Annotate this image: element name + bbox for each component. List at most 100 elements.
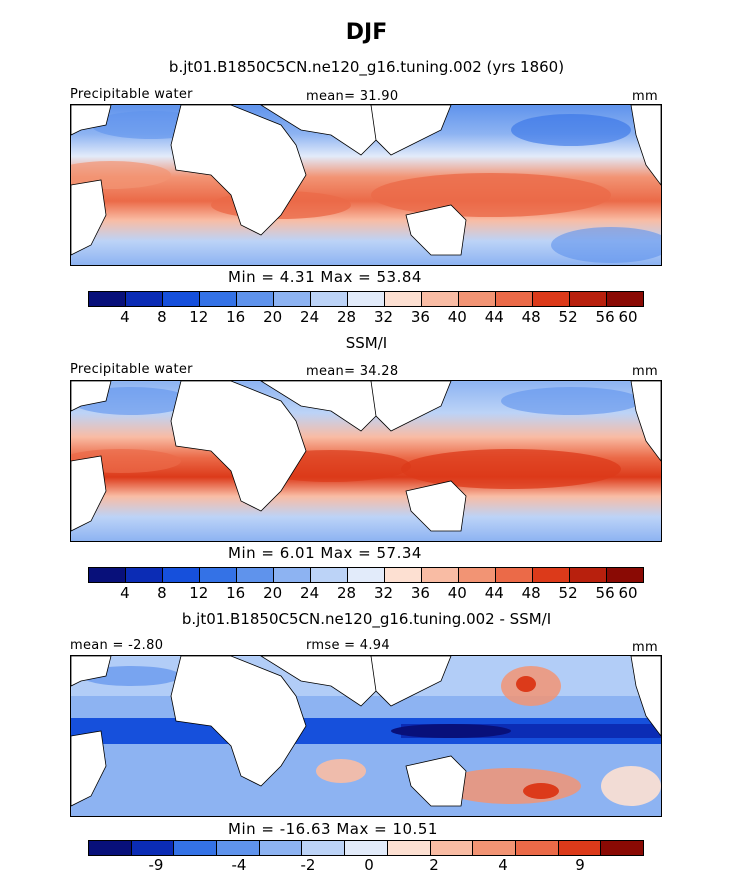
- colorbar-swatch: [89, 292, 126, 306]
- colorbar-tick: 48: [521, 308, 541, 326]
- colorbar-swatch: [601, 841, 643, 855]
- colorbar-tick: 4: [120, 584, 130, 602]
- colorbar-swatch: [607, 568, 643, 582]
- colorbar-swatch: [163, 568, 200, 582]
- panel3-rmse-label: rmse = 4.94: [306, 638, 390, 653]
- colorbar-swatch: [89, 841, 132, 855]
- colorbar-tick: 44: [484, 584, 504, 602]
- colorbar-tick: 8: [157, 584, 167, 602]
- colorbar-swatch: [259, 841, 303, 855]
- panel2-map: [70, 380, 662, 542]
- colorbar-tick: 36: [410, 308, 430, 326]
- colorbar-tick: 28: [336, 584, 357, 602]
- panel3-minmax: Min = -16.63 Max = 10.51: [228, 820, 438, 838]
- panel2-mean-label: mean= 34.28: [306, 364, 399, 379]
- colorbar-swatch: [570, 568, 607, 582]
- panel1-map: [70, 104, 662, 266]
- panel3-map: [70, 655, 662, 817]
- colorbar-tick: 36: [410, 584, 430, 602]
- colorbar-tick: -4: [231, 856, 247, 874]
- colorbar-swatch: [459, 292, 496, 306]
- colorbar-tick: 0: [364, 856, 374, 874]
- colorbar-tick: 56: [595, 308, 615, 326]
- panel2-minmax: Min = 6.01 Max = 57.34: [228, 544, 422, 562]
- colorbar-tick: 24: [300, 308, 320, 326]
- panel1-subtitle: b.jt01.B1850C5CN.ne120_g16.tuning.002 (y…: [168, 58, 565, 76]
- colorbar-swatch: [274, 568, 311, 582]
- panel3-mean-label: mean = -2.80: [70, 638, 164, 653]
- panel2-colorbar-ticks: 4 8 12 16 20 24 28 32 36 40 44 48 52 56 …: [88, 584, 642, 602]
- colorbar-tick: 56: [595, 584, 615, 602]
- colorbar-swatch: [558, 841, 602, 855]
- colorbar-tick: 28: [336, 308, 357, 326]
- panel2-units-label: mm: [632, 364, 658, 379]
- colorbar-swatch: [385, 568, 422, 582]
- colorbar-swatch: [89, 568, 126, 582]
- colorbar-swatch: [348, 568, 385, 582]
- colorbar-tick: 32: [373, 308, 394, 326]
- colorbar-swatch: [533, 292, 570, 306]
- colorbar-tick: -2: [300, 856, 316, 874]
- colorbar-tick: 12: [189, 584, 209, 602]
- panel1-minmax: Min = 4.31 Max = 53.84: [228, 268, 422, 286]
- colorbar-swatch: [533, 568, 570, 582]
- panel3-colorbar-ticks: -9 -4 -2 0 2 4 9: [88, 856, 642, 874]
- panel2-colorbar: [88, 567, 644, 583]
- colorbar-swatch: [515, 841, 559, 855]
- colorbar-swatch: [131, 841, 175, 855]
- panel1-mean-label: mean= 31.90: [306, 89, 399, 104]
- colorbar-tick: 60: [618, 584, 638, 602]
- colorbar-tick: 12: [189, 308, 209, 326]
- panel1-units-label: mm: [632, 89, 658, 104]
- panel3-colorbar: [88, 840, 644, 856]
- panel2-variable-label: Precipitable water: [70, 362, 193, 377]
- colorbar-tick: 40: [447, 308, 467, 326]
- colorbar-swatch: [200, 568, 237, 582]
- page-title: DJF: [345, 20, 388, 45]
- colorbar-tick: 4: [498, 856, 508, 874]
- colorbar-tick: 8: [157, 308, 167, 326]
- colorbar-tick: 40: [447, 584, 467, 602]
- colorbar-swatch: [217, 841, 260, 855]
- colorbar-swatch: [459, 568, 496, 582]
- colorbar-tick: 16: [226, 308, 246, 326]
- colorbar-tick: 60: [618, 308, 638, 326]
- colorbar-swatch: [345, 841, 388, 855]
- colorbar-tick: 44: [484, 308, 504, 326]
- colorbar-swatch: [163, 292, 200, 306]
- colorbar-tick: 20: [263, 584, 283, 602]
- colorbar-swatch: [570, 292, 607, 306]
- colorbar-tick: 2: [429, 856, 439, 874]
- colorbar-tick: 16: [226, 584, 246, 602]
- colorbar-swatch: [274, 292, 311, 306]
- colorbar-tick: 24: [300, 584, 320, 602]
- colorbar-tick: 9: [575, 856, 585, 874]
- colorbar-swatch: [430, 841, 474, 855]
- colorbar-swatch: [385, 292, 422, 306]
- colorbar-swatch: [422, 292, 459, 306]
- colorbar-swatch: [387, 841, 431, 855]
- colorbar-swatch: [311, 292, 348, 306]
- colorbar-swatch: [422, 568, 459, 582]
- colorbar-swatch: [237, 292, 274, 306]
- colorbar-tick: 48: [521, 584, 541, 602]
- colorbar-swatch: [496, 568, 533, 582]
- colorbar-tick: 32: [373, 584, 394, 602]
- panel2-subtitle: SSM/I: [345, 334, 388, 352]
- colorbar-swatch: [607, 292, 643, 306]
- colorbar-swatch: [348, 292, 385, 306]
- colorbar-tick: -9: [148, 856, 164, 874]
- colorbar-swatch: [311, 568, 348, 582]
- colorbar-tick: 52: [558, 584, 578, 602]
- panel1-colorbar-ticks: 4 8 12 16 20 24 28 32 36 40 44 48 52 56 …: [88, 308, 642, 326]
- colorbar-swatch: [496, 292, 533, 306]
- colorbar-swatch: [473, 841, 516, 855]
- panel3-units-label: mm: [632, 640, 658, 655]
- panel1-variable-label: Precipitable water: [70, 87, 193, 102]
- colorbar-tick: 20: [263, 308, 283, 326]
- panel3-subtitle: b.jt01.B1850C5CN.ne120_g16.tuning.002 - …: [181, 610, 552, 628]
- colorbar-tick: 52: [558, 308, 578, 326]
- colorbar-swatch: [126, 568, 163, 582]
- colorbar-swatch: [200, 292, 237, 306]
- colorbar-swatch: [126, 292, 163, 306]
